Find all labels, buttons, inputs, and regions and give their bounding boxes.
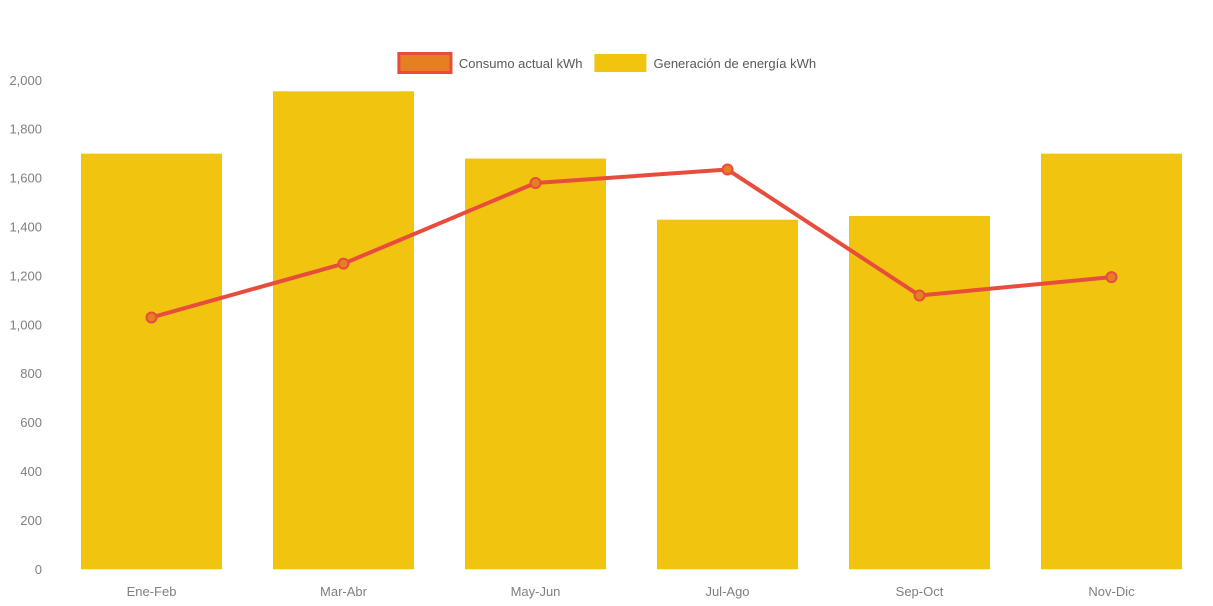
point-nov-dic[interactable] — [1105, 271, 1118, 284]
legend-item-generacion[interactable]: Generación de energía kWh — [594, 54, 816, 73]
x-axis-tick-label: Ene-Feb — [127, 584, 177, 599]
x-axis-tick-label: Nov-Dic — [1088, 584, 1135, 599]
consumo-line — [150, 167, 1112, 320]
x-axis-tick-label: Jul-Ago — [705, 584, 749, 599]
consumo-line-swatch-icon — [396, 52, 452, 74]
bar-mar-abr[interactable] — [273, 91, 414, 570]
bar-ene-feb[interactable] — [81, 153, 222, 570]
bar-nov-dic[interactable] — [1041, 153, 1182, 570]
point-sep-oct[interactable] — [913, 289, 926, 302]
y-axis-tick-label: 1,000 — [9, 317, 42, 332]
y-axis-tick-label: 800 — [20, 366, 42, 381]
y-axis-tick-label: 2,000 — [9, 73, 42, 88]
chart-legend: Consumo actual kWh Generación de energía… — [396, 52, 816, 74]
point-ene-feb[interactable] — [145, 311, 158, 324]
legend-label-generacion: Generación de energía kWh — [653, 55, 817, 71]
x-axis-tick-label: Mar-Abr — [320, 584, 368, 599]
generacion-bar-swatch-icon — [594, 54, 647, 72]
y-axis-tick-label: 400 — [20, 464, 42, 479]
y-axis-tick-label: 600 — [20, 415, 42, 430]
legend-item-consumo[interactable]: Consumo actual kWh — [396, 52, 583, 74]
bar-jul-ago[interactable] — [657, 219, 798, 570]
point-may-jun[interactable] — [529, 176, 542, 189]
bar-may-jun[interactable] — [465, 158, 606, 570]
x-axis-tick-label: May-Jun — [511, 584, 561, 599]
y-axis-tick-label: 1,400 — [9, 220, 42, 235]
y-axis-tick-label: 1,600 — [9, 171, 42, 186]
bar-sep-oct[interactable] — [849, 215, 990, 570]
y-axis-tick-label: 1,800 — [9, 122, 42, 137]
y-axis-tick-label: 200 — [20, 513, 42, 528]
point-mar-abr[interactable] — [337, 257, 350, 270]
x-axis-tick-label: Sep-Oct — [896, 584, 944, 599]
legend-label-consumo: Consumo actual kWh — [458, 55, 583, 71]
y-axis-tick-label: 0 — [35, 562, 42, 577]
point-jul-ago[interactable] — [721, 163, 734, 176]
y-axis-tick-label: 1,200 — [9, 268, 42, 283]
